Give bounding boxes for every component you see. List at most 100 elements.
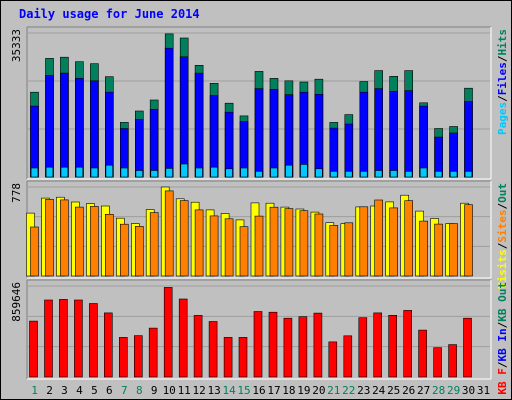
x-tick-label: 21 (327, 384, 340, 397)
bar-pages (345, 171, 353, 178)
bar-files (359, 91, 369, 178)
bar-pages (240, 167, 248, 178)
bar-files (329, 127, 339, 178)
bar-files (179, 56, 189, 178)
x-tick-label: 7 (121, 384, 128, 397)
x-tick-label: 25 (387, 384, 400, 397)
bar-pages (255, 171, 263, 178)
bar-files (90, 80, 99, 178)
bar-files (135, 119, 144, 178)
bar-sites (194, 209, 204, 277)
bar-pages (404, 171, 413, 178)
right-legend: Visits/Sites/Out (496, 183, 509, 289)
bar-pages (210, 166, 218, 178)
bar-kb-f (44, 299, 53, 378)
bar-pages (330, 171, 338, 178)
bar-kb-f (238, 337, 248, 378)
bar-kb-f (448, 344, 457, 378)
bar-kb-f (208, 321, 218, 378)
bar-pages (285, 164, 293, 178)
bar-kb-f (268, 311, 278, 378)
right-legend: KB F/KB In/KB Out (496, 282, 509, 395)
bar-sites (284, 208, 294, 277)
x-tick-label: 16 (252, 384, 265, 397)
bar-sites (299, 210, 309, 277)
bar-pages (225, 168, 233, 178)
x-tick-label: 9 (151, 384, 158, 397)
bar-sites (329, 225, 339, 277)
bar-sites (179, 200, 189, 277)
bar-pages (419, 167, 428, 178)
bar-sites (389, 207, 399, 277)
legend-entry: Sites (496, 210, 509, 243)
bar-kb-f (373, 312, 383, 378)
bar-sites (449, 223, 458, 277)
bar-files (344, 123, 354, 178)
bar-sites (404, 200, 414, 277)
bar-pages (180, 163, 188, 178)
legend-entry: / (496, 203, 509, 210)
bar-sites (224, 218, 234, 277)
bar-kb-f (418, 329, 427, 378)
bar-pages (120, 167, 129, 178)
bar-files (269, 89, 279, 178)
x-tick-label: 27 (417, 384, 430, 397)
x-tick-label: 18 (282, 384, 295, 397)
bar-kb-f (193, 315, 203, 378)
bar-pages (165, 168, 173, 178)
bar-sites (359, 206, 369, 277)
bar-files (105, 91, 114, 178)
bar-sites (419, 220, 428, 277)
x-tick-label: 26 (402, 384, 415, 397)
bar-kb-f (298, 316, 308, 378)
bar-pages (75, 166, 84, 178)
legend-entry: Out (496, 183, 509, 203)
x-tick-label: 3 (61, 384, 68, 397)
bar-pages (45, 166, 54, 178)
bar-sites (45, 199, 54, 277)
x-tick-label: 24 (372, 384, 386, 397)
x-tick-label: 31 (477, 384, 490, 397)
bar-files (389, 91, 399, 178)
x-tick-label: 13 (207, 384, 220, 397)
bar-kb-f (313, 312, 323, 378)
x-tick-label: 8 (136, 384, 143, 397)
x-tick-label: 6 (106, 384, 113, 397)
legend-entry: KB In (496, 328, 509, 361)
legend-entry: / (496, 321, 509, 328)
bar-sites (239, 226, 249, 277)
bar-kb-f (433, 347, 442, 378)
bar-kb-f (104, 312, 113, 378)
bar-files (194, 72, 204, 178)
bar-kb-f (358, 317, 368, 378)
legend-entry: Hits (496, 29, 509, 56)
bar-kb-f (388, 314, 398, 378)
bar-pages (195, 167, 203, 178)
bar-sites (149, 212, 159, 277)
bar-files (75, 78, 84, 178)
x-tick-label: 11 (178, 384, 191, 397)
bar-kb-f (148, 327, 158, 378)
legend-entry: KB Out (496, 282, 509, 322)
bar-sites (135, 226, 144, 277)
x-tick-label: 12 (192, 384, 205, 397)
bar-pages (464, 171, 473, 178)
bar-kb-f (119, 337, 128, 378)
bar-sites (434, 223, 443, 277)
bar-pages (360, 171, 368, 178)
bar-kb-f (343, 335, 353, 378)
bar-kb-f (163, 287, 173, 378)
chart-title: Daily usage for June 2014 (19, 7, 200, 21)
bar-sites (269, 206, 279, 277)
x-tick-label: 19 (297, 384, 310, 397)
bar-sites (60, 199, 69, 277)
legend-entry: / (496, 55, 509, 62)
bar-sites (30, 226, 39, 277)
bar-sites (254, 215, 264, 277)
bar-files (60, 72, 69, 178)
x-tick-label: 30 (462, 384, 475, 397)
bar-kb-f (283, 317, 293, 378)
right-legend: Pages/Files/Hits (496, 29, 509, 135)
